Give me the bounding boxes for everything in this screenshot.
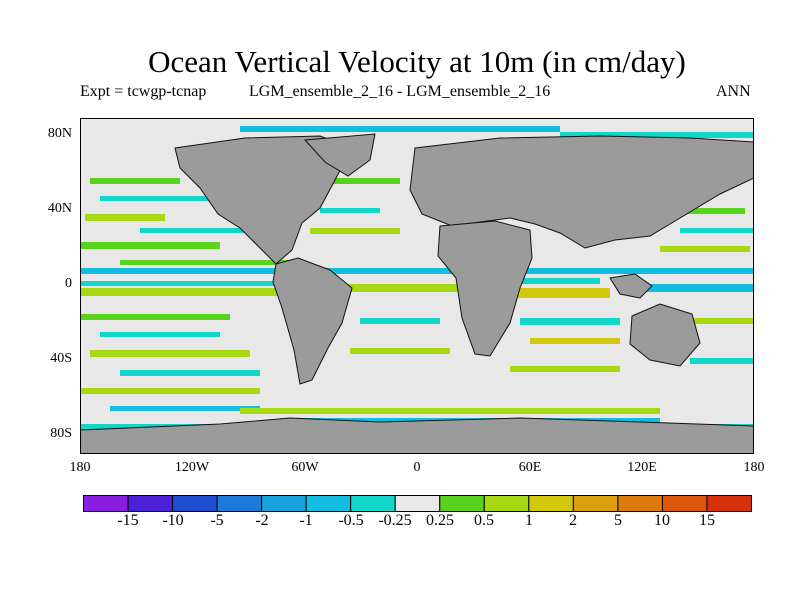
colorbar <box>83 495 752 512</box>
colorbar-swatch <box>216 495 263 512</box>
colorbar-swatch <box>172 495 218 512</box>
case-label: LGM_ensemble_2_16 - LGM_ensemble_2_16 <box>249 83 551 100</box>
colorbar-swatch <box>661 495 708 512</box>
colorbar-label: 2 <box>569 512 577 529</box>
colorbar-swatch <box>305 495 352 512</box>
colorbar-swatch <box>706 495 752 512</box>
colorbar-label: 15 <box>699 512 715 529</box>
colorbar-label: -1 <box>299 512 313 529</box>
season-label: ANN <box>716 83 751 100</box>
colorbar-swatch <box>528 495 574 512</box>
colorbar-label: 0.5 <box>474 512 494 529</box>
australia <box>629 303 701 367</box>
colorbar-label: 0.25 <box>426 512 454 529</box>
plot-title: Ocean Vertical Velocity at 10m (in cm/da… <box>148 44 686 79</box>
greenland <box>303 133 376 177</box>
colorbar-swatch <box>350 495 396 512</box>
south-america <box>272 257 353 385</box>
map-frame <box>80 118 754 454</box>
colorbar-swatch <box>127 495 174 512</box>
lat-label-0: 0 <box>65 276 72 291</box>
colorbar-swatch <box>261 495 307 512</box>
colorbar-swatch <box>83 495 129 512</box>
lon-label-120w: 120W <box>174 460 210 475</box>
antarctica <box>80 417 754 454</box>
colorbar-label: -0.25 <box>378 512 412 529</box>
colorbar-label: -5 <box>210 512 224 529</box>
colorbar-label: -10 <box>162 512 184 529</box>
velocity-field <box>80 126 754 430</box>
lon-label-180w: 180 <box>69 460 91 475</box>
colorbar-label: -15 <box>117 512 139 529</box>
land-masses <box>80 133 754 454</box>
colorbar-label: 1 <box>525 512 533 529</box>
maritime-continent <box>609 273 653 299</box>
colorbar-label: 5 <box>614 512 622 529</box>
colorbar-swatch <box>483 495 530 512</box>
lat-label-40n: 40N <box>47 201 72 216</box>
lat-label-80s: 80S <box>50 426 72 441</box>
colorbar-swatch <box>572 495 619 512</box>
colorbar-label: 10 <box>654 512 670 529</box>
lon-label-60w: 60W <box>291 460 319 475</box>
map-panel <box>80 118 754 454</box>
colorbar-label: -0.5 <box>338 512 364 529</box>
experiment-label: Expt = tcwgp-tcnap <box>80 83 207 100</box>
africa <box>437 220 533 357</box>
colorbar-swatch <box>617 495 663 512</box>
colorbar-label: -2 <box>255 512 269 529</box>
colorbar-swatch <box>439 495 485 512</box>
lon-label-180e: 180 <box>743 460 765 475</box>
lon-label-120e: 120E <box>627 460 657 475</box>
lat-label-80n: 80N <box>47 126 72 141</box>
lon-label-60e: 60E <box>518 460 542 475</box>
lon-label-0: 0 <box>413 460 421 475</box>
lat-label-40s: 40S <box>50 351 72 366</box>
colorbar-swatch <box>394 495 441 512</box>
